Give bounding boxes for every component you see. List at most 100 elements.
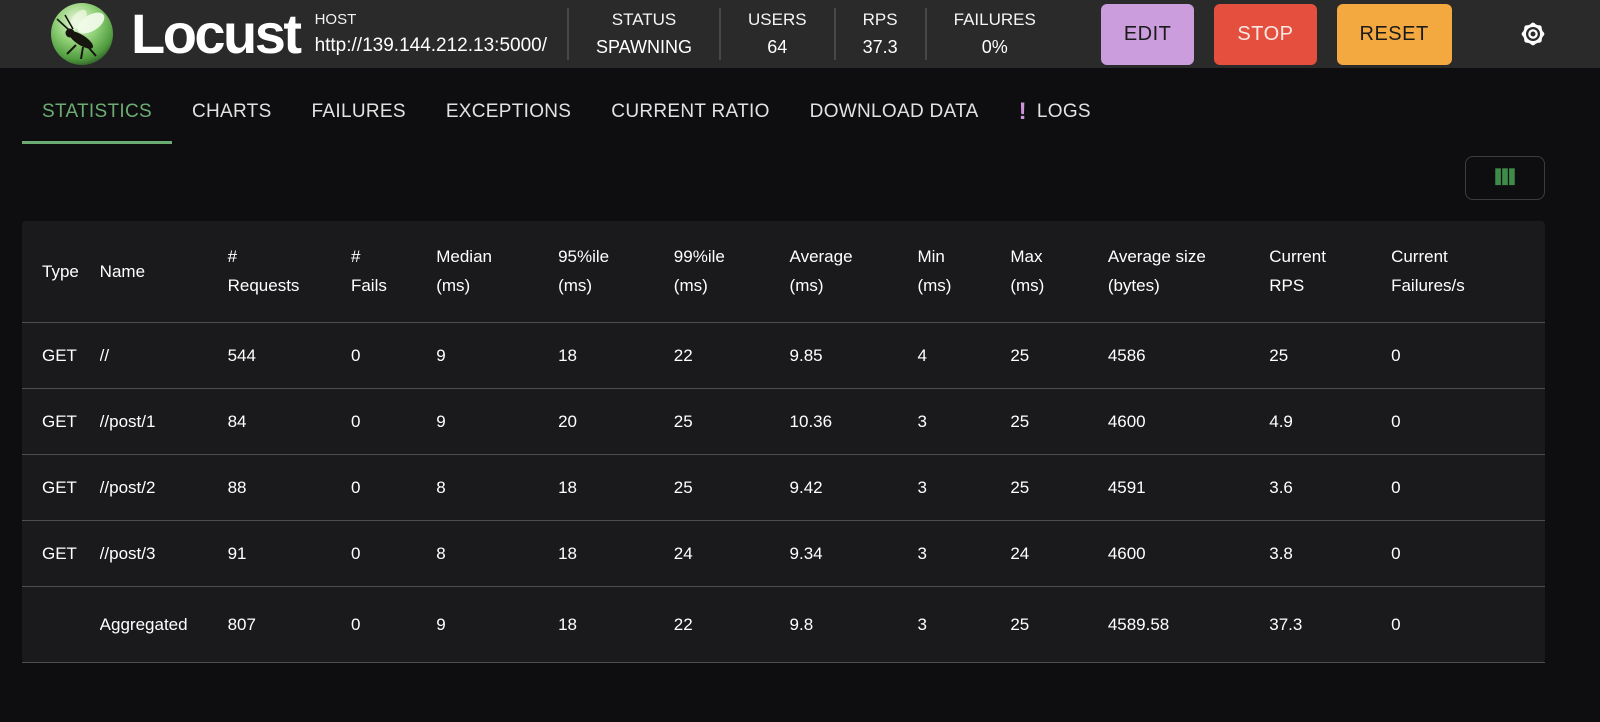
- cell-current-failures: 0: [1391, 478, 1401, 497]
- cell-current-rps: 37.3: [1269, 615, 1303, 634]
- tab-download-data[interactable]: DOWNLOAD DATA: [790, 90, 999, 144]
- cell-fails: 0: [350, 615, 361, 634]
- divider: [833, 8, 836, 60]
- tab-exceptions[interactable]: EXCEPTIONS: [426, 90, 591, 144]
- column-header-max: Max (ms): [1010, 247, 1045, 295]
- tab-failures[interactable]: FAILURES: [292, 90, 426, 144]
- cell-average: 9.34: [789, 544, 823, 563]
- cell-name: Aggregated: [99, 615, 188, 634]
- divider: [924, 8, 927, 60]
- column-header-current-failures: Current Failures/s: [1391, 247, 1465, 295]
- cell-requests: 91: [227, 544, 247, 563]
- cell-current-failures: 0: [1391, 615, 1401, 634]
- column-selector-button[interactable]: [1465, 156, 1545, 200]
- cell-median: 9: [436, 412, 446, 431]
- table-toolbar: [0, 156, 1545, 200]
- cell-p99: 22: [673, 346, 693, 365]
- stat-value: SPAWNING: [596, 37, 693, 57]
- cell-median: 9: [436, 346, 446, 365]
- statistics-table: Type Name # Requests # Fails Median (ms) 95%ile(…: [22, 221, 1545, 663]
- stat-label: FAILURES: [953, 10, 1036, 29]
- cell-max: 24: [1010, 544, 1030, 563]
- cell-fails: 0: [350, 412, 361, 431]
- cell-fails: 0: [350, 544, 361, 563]
- host-block: HOST http://139.144.212.13:5000/: [315, 11, 547, 57]
- cell-type: GET: [42, 346, 77, 365]
- column-header-avg-size: Average size (bytes): [1107, 247, 1206, 295]
- table-row: GET //post/2 88 0 8 18 25 9.42 3 25 4591 3.6 0: [22, 454, 1545, 521]
- header-stats: STATUS SPAWNING USERS 64 RPS 37.3 FAILUR…: [567, 8, 1063, 60]
- cell-p95: 18: [558, 478, 577, 497]
- tab-label: STATISTICS: [42, 101, 152, 122]
- cell-average: 10.36: [789, 412, 833, 431]
- cell-current-rps: 3.6: [1269, 478, 1293, 497]
- cell-current-rps: 3.8: [1269, 544, 1293, 563]
- stat-label: USERS: [748, 10, 807, 29]
- cell-requests: 544: [227, 346, 256, 365]
- cell-p95: 18: [558, 544, 577, 563]
- cell-avg-size: 4589.58: [1107, 615, 1170, 634]
- column-header-requests: # Requests: [227, 247, 300, 295]
- cell-type: [22, 587, 100, 663]
- stat-label: STATUS: [611, 10, 677, 29]
- table-row-aggregated: Aggregated 807 0 9 18 22 9.8 3 25 4589.58 37.3 0: [22, 586, 1545, 663]
- cell-avg-size: 4591: [1107, 478, 1146, 497]
- cell-p99: 25: [673, 478, 693, 497]
- cell-name: //: [99, 346, 110, 365]
- edit-button[interactable]: EDIT: [1100, 3, 1195, 65]
- stat-rps: RPS 37.3: [836, 10, 925, 58]
- reset-button[interactable]: RESET: [1336, 3, 1452, 65]
- cell-current-failures: 0: [1391, 346, 1401, 365]
- cell-max: 25: [1010, 346, 1030, 365]
- cell-avg-size: 4600: [1107, 544, 1146, 563]
- column-header-average: Average (ms): [789, 247, 853, 295]
- table-row: GET // 544 0 9 18 22 9.85 4 25 4586 25 0: [22, 322, 1545, 389]
- stats-table-header-row: Type Name # Requests # Fails Median (ms) 95%ile(…: [22, 221, 1545, 323]
- cell-max: 25: [1010, 615, 1030, 634]
- column-header-type: Type: [42, 261, 79, 281]
- stats-table-body: GET//544 0 9 18 22 9.85 4 25 4586 25 0 GET//post/1 8…: [22, 322, 1545, 663]
- tab-logs[interactable]: ! LOGS: [999, 90, 1111, 144]
- column-header-p99: 99%ile (ms): [673, 247, 725, 295]
- cell-current-rps: 4.9: [1269, 412, 1293, 431]
- app-bar: Locust HOST http://139.144.212.13:5000/ …: [0, 0, 1600, 68]
- cell-fails: 0: [350, 346, 361, 365]
- tab-bar: STATISTICS CHARTS FAILURES EXCEPTIONS CU…: [22, 90, 1600, 144]
- cell-min: 3: [917, 412, 927, 431]
- locust-logo-icon: [50, 2, 114, 66]
- logs-alert-badge: !: [1018, 98, 1027, 125]
- cell-average: 9.85: [789, 346, 823, 365]
- cell-min: 3: [917, 478, 927, 497]
- view-columns-icon: [1492, 164, 1518, 193]
- cell-name: //post/2: [99, 478, 156, 497]
- tab-statistics[interactable]: STATISTICS: [22, 90, 172, 144]
- cell-max: 25: [1010, 478, 1030, 497]
- cell-requests: 88: [227, 478, 247, 497]
- cell-p99: 22: [673, 615, 693, 634]
- host-label: HOST: [314, 11, 357, 28]
- cell-max: 25: [1010, 412, 1030, 431]
- column-header-min: Min (ms): [917, 247, 952, 295]
- cell-current-failures: 0: [1391, 544, 1401, 563]
- table-row: GET //post/3 91 0 8 18 24 9.34 3 24 4600 3.8 0: [22, 520, 1545, 587]
- cell-p99: 25: [673, 412, 693, 431]
- tab-charts[interactable]: CHARTS: [172, 90, 292, 144]
- cell-min: 3: [917, 544, 927, 563]
- cell-p95: 18: [558, 615, 577, 634]
- column-header-current-rps: Current RPS: [1269, 247, 1326, 295]
- tab-label: FAILURES: [311, 101, 406, 122]
- cell-avg-size: 4600: [1107, 412, 1146, 431]
- cell-type: GET: [42, 412, 77, 431]
- tab-current-ratio[interactable]: CURRENT RATIO: [591, 90, 789, 144]
- cell-requests: 84: [227, 412, 247, 431]
- column-header-median: Median (ms): [436, 247, 492, 295]
- cell-p95: 18: [558, 346, 577, 365]
- cell-name: //post/1: [99, 412, 156, 431]
- settings-gear-icon[interactable]: [1518, 19, 1548, 49]
- statistics-table-container: Type Name # Requests # Fails Median (ms) 95%ile(…: [22, 221, 1545, 663]
- column-header-fails: # Fails: [350, 247, 387, 295]
- cell-min: 3: [917, 615, 927, 634]
- cell-current-rps: 25: [1269, 346, 1289, 365]
- stop-button[interactable]: STOP: [1214, 3, 1317, 65]
- app-title: Locust: [131, 2, 302, 65]
